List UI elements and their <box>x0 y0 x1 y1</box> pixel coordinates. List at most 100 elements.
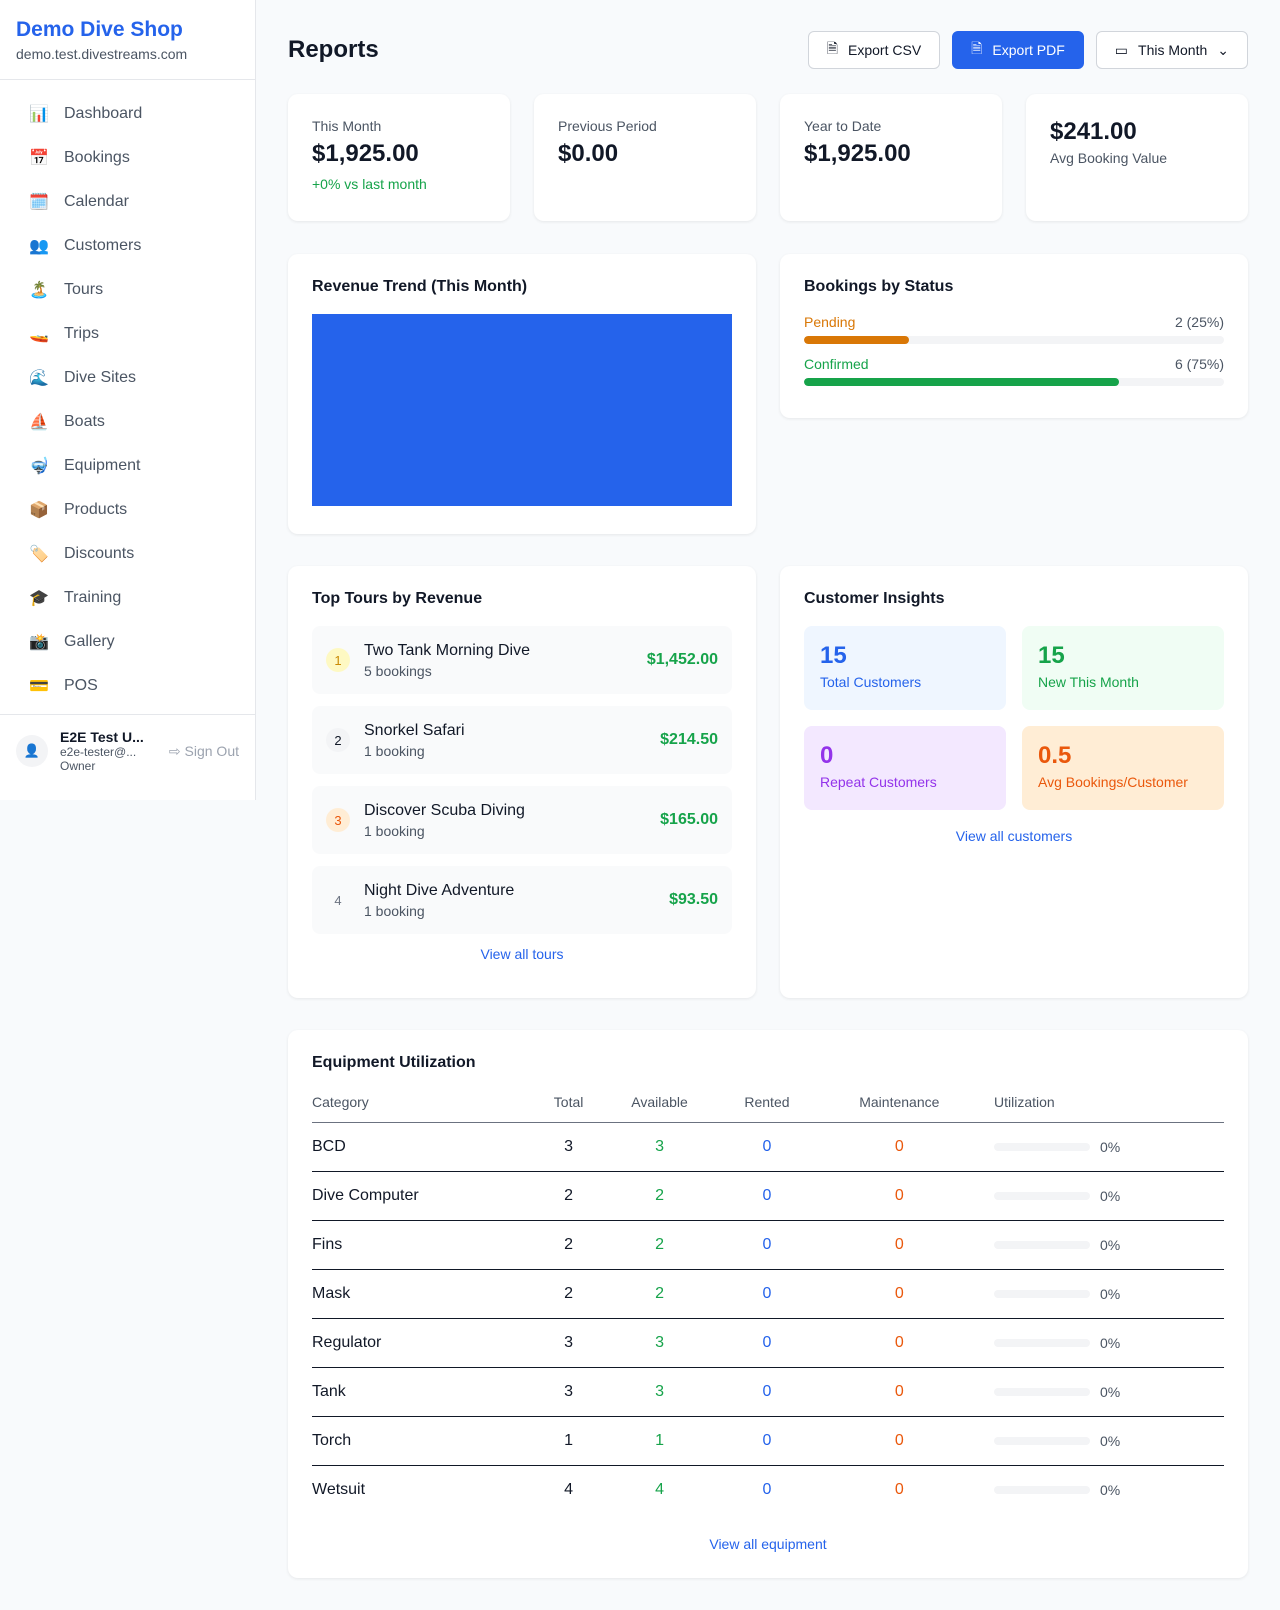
export-pdf-label: Export PDF <box>992 42 1065 58</box>
stat-value: $1,925.00 <box>312 140 419 167</box>
view-all-tours-link[interactable]: View all tours <box>480 946 564 962</box>
sidebar-item-calendar[interactable]: 🗓️ Calendar <box>0 180 255 224</box>
tour-item[interactable]: 3 Discover Scuba Diving 1 booking $165.00 <box>312 786 732 854</box>
sidebar-item-boats[interactable]: ⛵ Boats <box>0 400 255 444</box>
table-row: Mask 2 2 0 0 0% <box>312 1269 1224 1319</box>
utilization: 0% <box>994 1482 1224 1498</box>
tour-bookings: 1 booking <box>364 822 425 839</box>
utilization-track <box>994 1436 1090 1445</box>
table-cell: Wetsuit <box>312 1480 366 1498</box>
tour-rank-badge: 1 <box>326 648 350 672</box>
tour-item[interactable]: 1 Two Tank Morning Dive 5 bookings $1,452.0… <box>312 626 732 694</box>
table-cell: 0 <box>719 1367 815 1417</box>
tour-item[interactable]: 2 Snorkel Safari 1 booking $214.50 <box>312 706 732 774</box>
revenue-trend-title: Revenue Trend (This Month) <box>312 278 528 295</box>
insight-tile: 0.5 Avg Bookings/Customer <box>1022 726 1224 810</box>
stat-change: +0% vs last month <box>312 176 427 192</box>
user-avatar-icon: 👤 <box>16 735 48 767</box>
utilization-track <box>994 1338 1090 1347</box>
page-title: Reports <box>288 36 379 63</box>
utilization-track <box>994 1142 1090 1151</box>
sidebar-item-dashboard[interactable]: 📊 Dashboard <box>0 92 255 136</box>
top-tours-card: Top Tours by Revenue 1 Two Tank Morning D… <box>288 566 756 998</box>
table-row: Torch 1 1 0 0 0% <box>312 1416 1224 1466</box>
tour-item[interactable]: 4 Night Dive Adventure 1 booking $93.50 <box>312 866 732 934</box>
utilization-cell: 0% <box>984 1269 1224 1319</box>
table-cell: 3 <box>599 1122 720 1172</box>
table-cell: 2 <box>599 1269 720 1319</box>
sidebar-item-bookings[interactable]: 📅 Bookings <box>0 136 255 180</box>
revenue-chart-bar <box>312 314 732 506</box>
page-header: Reports 🗎 Export CSV 🗎 Export PDF ▭ This Mo… <box>288 0 1248 94</box>
tour-revenue: $214.50 <box>660 731 718 748</box>
utilization-track <box>994 1191 1090 1200</box>
table-cell: 1 <box>599 1416 720 1466</box>
table-cell: Dive Computer <box>312 1171 538 1221</box>
sidebar-item-trips[interactable]: 🚤 Trips <box>0 312 255 356</box>
table-cell: 0 <box>814 1269 984 1319</box>
table-cell: 0 <box>719 1122 815 1172</box>
chevron-down-icon: ⌄ <box>1217 41 1229 58</box>
sign-out-button[interactable]: ⇨ Sign Out <box>169 743 239 760</box>
sidebar-item-customers[interactable]: 👥 Customers <box>0 224 255 268</box>
table-cell: 3 <box>537 1318 600 1368</box>
sidebar-item-discounts[interactable]: 🏷️ Discounts <box>0 532 255 576</box>
table-cell: 0 <box>814 1122 984 1172</box>
utilization: 0% <box>994 1335 1224 1351</box>
insight-label: New This Month <box>1038 674 1139 690</box>
utilization-percent: 0% <box>1100 1138 1121 1155</box>
column-header: Category <box>312 1082 538 1123</box>
insight-tile: 0 Repeat Customers <box>804 726 1006 810</box>
utilization-track <box>994 1485 1090 1494</box>
table-cell: 2 <box>599 1220 720 1270</box>
table-row: BCD 3 3 0 0 0% <box>312 1122 1224 1172</box>
tour-info: Discover Scuba Diving 1 booking <box>364 802 525 839</box>
status-progress-fill <box>804 336 909 344</box>
sidebar-item-dive-sites[interactable]: 🌊 Dive Sites <box>0 356 255 400</box>
file-download-icon: 🗎 <box>826 40 839 56</box>
sidebar-item-label: Boats <box>64 413 105 430</box>
dive-sites-icon: 🌊 <box>29 370 49 387</box>
export-pdf-button[interactable]: 🗎 Export PDF <box>952 31 1084 69</box>
insight-value: 15 <box>1038 642 1065 669</box>
customers-icon: 👥 <box>29 238 49 255</box>
products-icon: 📦 <box>29 502 49 519</box>
utilization: 0% <box>994 1237 1224 1253</box>
table-row: Dive Computer 2 2 0 0 0% <box>312 1171 1224 1221</box>
utilization-cell: 0% <box>984 1122 1224 1172</box>
sidebar-item-pos[interactable]: 💳 POS <box>0 664 255 708</box>
sidebar-item-gallery[interactable]: 📸 Gallery <box>0 620 255 664</box>
tour-revenue: $1,452.00 <box>646 651 718 668</box>
stat-card: Year to Date $1,925.00 <box>780 94 1002 221</box>
sidebar-item-label: Bookings <box>64 149 130 166</box>
period-select[interactable]: ▭ This Month ⌄ <box>1095 31 1248 69</box>
table-row: Regulator 3 3 0 0 0% <box>312 1318 1224 1368</box>
view-all-equipment-link[interactable]: View all equipment <box>709 1536 827 1552</box>
bookings-status-title: Bookings by Status <box>804 278 954 295</box>
sidebar-item-label: Calendar <box>64 193 129 210</box>
table-cell: 4 <box>564 1480 574 1498</box>
utilization-percent: 0% <box>1100 1334 1121 1351</box>
user-panel: 👤 E2E Test U... e2e-tester@... Owner ⇨ S… <box>0 714 255 787</box>
table-cell: 0 <box>814 1416 984 1466</box>
sidebar-item-products[interactable]: 📦 Products <box>0 488 255 532</box>
sidebar-item-training[interactable]: 🎓 Training <box>0 576 255 620</box>
utilization-cell: 0% <box>984 1416 1224 1466</box>
boats-icon: ⛵ <box>29 414 49 431</box>
column-header: Available <box>599 1082 720 1123</box>
brand-name[interactable]: Demo Dive Shop <box>16 18 183 41</box>
utilization-cell: 0% <box>984 1367 1224 1417</box>
status-progress-track <box>804 378 1224 386</box>
table-row: Tank 3 3 0 0 0% <box>312 1367 1224 1417</box>
sidebar-item-tours[interactable]: 🏝️ Tours <box>0 268 255 312</box>
tour-name: Two Tank Morning Dive <box>364 641 530 659</box>
view-all-customers-link[interactable]: View all customers <box>955 828 1073 844</box>
stat-label: This Month <box>312 118 382 134</box>
table-cell: 2 <box>537 1269 600 1319</box>
export-csv-button[interactable]: 🗎 Export CSV <box>807 31 941 69</box>
sidebar: Demo Dive Shop demo.test.divestreams.com… <box>0 0 256 800</box>
customer-insights-title: Customer Insights <box>804 590 945 607</box>
sidebar-item-equipment[interactable]: 🤿 Equipment <box>0 444 255 488</box>
customer-insights-card: Customer Insights 15 Total Customers 15 New… <box>780 566 1248 998</box>
table-cell: 0 <box>719 1269 815 1319</box>
